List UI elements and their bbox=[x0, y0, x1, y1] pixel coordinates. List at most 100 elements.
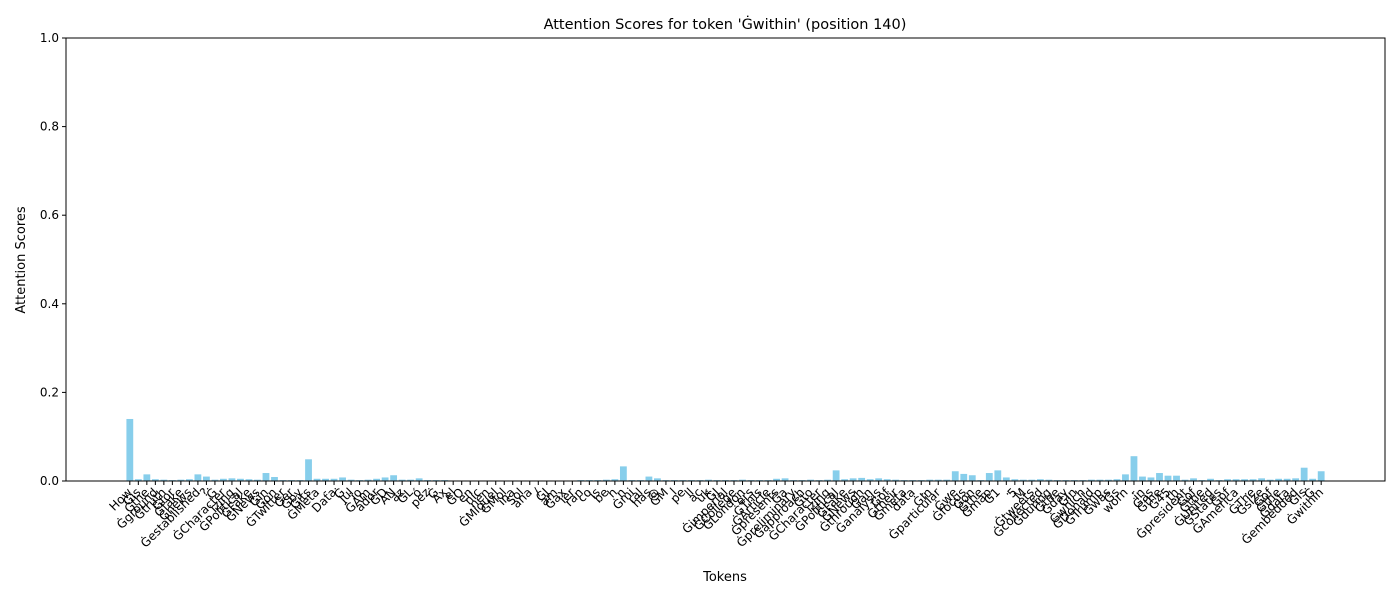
bar bbox=[883, 479, 891, 481]
bar bbox=[960, 473, 968, 481]
bar bbox=[151, 479, 159, 481]
bar bbox=[1036, 479, 1044, 481]
bar bbox=[892, 479, 900, 481]
bar bbox=[1249, 479, 1257, 481]
bar bbox=[228, 478, 236, 481]
bar bbox=[1207, 478, 1214, 481]
bar bbox=[134, 479, 142, 481]
bar bbox=[254, 479, 261, 481]
bar bbox=[339, 477, 346, 481]
x-tick-label: co bbox=[575, 485, 595, 505]
bar bbox=[1292, 478, 1300, 481]
bar bbox=[271, 477, 278, 481]
bar bbox=[602, 479, 610, 481]
bar bbox=[1283, 478, 1291, 481]
bar bbox=[1105, 479, 1112, 481]
bar bbox=[1300, 467, 1308, 481]
bar bbox=[1028, 479, 1036, 481]
chart-title: Attention Scores for token 'Ġwithin' (po… bbox=[544, 15, 907, 33]
bar bbox=[407, 479, 415, 481]
bar bbox=[807, 479, 815, 481]
bar bbox=[1147, 477, 1155, 481]
x-axis-label: Tokens bbox=[702, 570, 747, 585]
bar bbox=[1241, 479, 1248, 481]
bar bbox=[1122, 474, 1129, 481]
bar bbox=[1045, 479, 1053, 481]
bar bbox=[943, 479, 951, 481]
bar bbox=[841, 479, 849, 481]
bar bbox=[185, 479, 193, 481]
bar bbox=[194, 474, 202, 481]
bar bbox=[1011, 479, 1019, 481]
bar bbox=[1317, 471, 1325, 481]
bar bbox=[934, 479, 942, 481]
bar bbox=[654, 478, 661, 481]
bar bbox=[875, 478, 883, 481]
bar bbox=[305, 459, 312, 481]
bar bbox=[994, 470, 1002, 481]
y-tick-label: 0.6 bbox=[40, 208, 59, 222]
bar bbox=[262, 473, 270, 481]
plot-frame bbox=[65, 37, 1386, 482]
bar bbox=[1224, 479, 1231, 481]
bar bbox=[373, 478, 381, 481]
bar bbox=[781, 478, 789, 481]
bar bbox=[364, 479, 372, 481]
y-tick-label: 0.0 bbox=[40, 474, 59, 488]
bar bbox=[177, 479, 185, 481]
bar bbox=[1275, 478, 1283, 481]
bar bbox=[619, 466, 627, 481]
bar bbox=[858, 477, 866, 481]
bar bbox=[126, 418, 134, 481]
bar bbox=[1139, 476, 1146, 481]
bar bbox=[926, 479, 934, 481]
y-axis-label: Attention Scores bbox=[14, 206, 29, 314]
bar bbox=[1096, 479, 1104, 481]
bar bbox=[705, 479, 712, 481]
bar bbox=[390, 475, 398, 481]
y-tick-label: 0.2 bbox=[40, 385, 59, 399]
bar bbox=[832, 470, 840, 481]
bar bbox=[347, 479, 355, 481]
bar bbox=[143, 474, 151, 481]
bar bbox=[968, 475, 976, 481]
bar bbox=[313, 478, 321, 481]
bar bbox=[645, 476, 653, 481]
bar bbox=[1173, 475, 1180, 481]
bar bbox=[415, 478, 423, 481]
bar bbox=[824, 479, 832, 481]
bar bbox=[381, 477, 389, 481]
bar bbox=[739, 479, 746, 481]
bar bbox=[203, 476, 210, 481]
y-tick-label: 0.4 bbox=[40, 297, 59, 311]
bar bbox=[322, 478, 329, 481]
bar bbox=[773, 478, 780, 481]
bar bbox=[1181, 479, 1189, 481]
bar bbox=[398, 479, 406, 481]
bar bbox=[237, 478, 244, 481]
bar bbox=[245, 479, 253, 481]
bar bbox=[1088, 479, 1095, 481]
bar bbox=[1190, 478, 1197, 481]
bar bbox=[866, 479, 874, 481]
bar bbox=[985, 473, 993, 481]
bar bbox=[1258, 478, 1266, 481]
bar bbox=[1266, 479, 1274, 481]
bar bbox=[160, 479, 168, 481]
bar bbox=[1019, 479, 1027, 481]
bar bbox=[611, 479, 619, 481]
bar bbox=[1164, 475, 1172, 481]
bar bbox=[1156, 473, 1163, 481]
bar bbox=[220, 478, 227, 481]
bar bbox=[849, 478, 857, 481]
y-tick-label: 1.0 bbox=[40, 31, 59, 45]
x-tick-label: ac bbox=[685, 485, 705, 505]
bar bbox=[330, 478, 338, 481]
bar bbox=[1130, 456, 1138, 481]
bar bbox=[951, 471, 959, 481]
bar bbox=[1309, 478, 1317, 481]
y-tick-label: 0.8 bbox=[40, 120, 59, 134]
bar bbox=[1002, 477, 1010, 481]
bar bbox=[211, 479, 219, 481]
